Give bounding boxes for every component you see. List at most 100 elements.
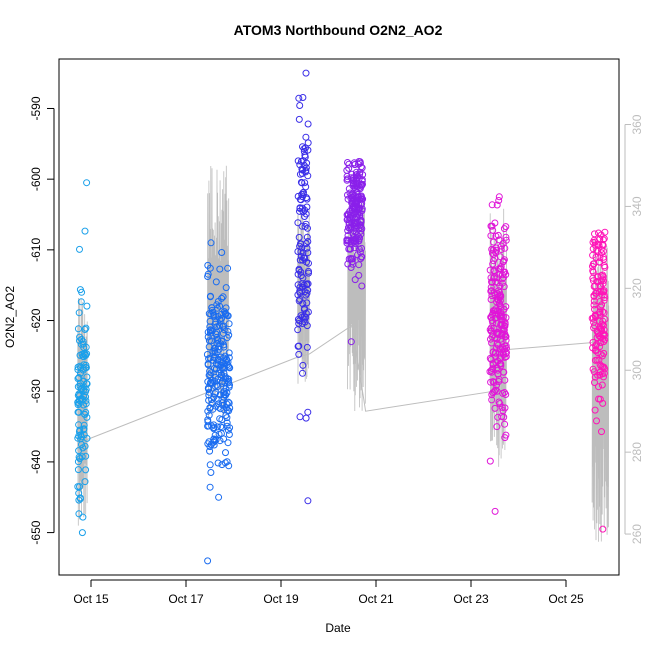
data-point [215, 430, 223, 438]
data-point [298, 222, 306, 230]
data-point [81, 227, 89, 235]
data-point [488, 278, 495, 286]
data-point [205, 355, 213, 363]
data-point [486, 266, 494, 274]
y2-tick-label: 360 [630, 114, 644, 134]
data-point [590, 236, 598, 244]
data-point [75, 496, 83, 504]
data-point [74, 398, 82, 406]
x-tick-label: Oct 17 [168, 592, 204, 606]
data-point [74, 325, 82, 333]
data-point [297, 268, 305, 276]
data-point [304, 497, 312, 505]
data-point [596, 254, 604, 262]
data-point [303, 343, 311, 351]
data-point [301, 206, 309, 214]
data-point [206, 329, 214, 337]
data-point [358, 282, 366, 290]
data-point [297, 272, 305, 280]
data-point [591, 406, 599, 414]
cluster [343, 158, 367, 346]
data-point [498, 331, 506, 339]
data-point [77, 340, 85, 348]
data-point [302, 210, 310, 218]
data-point [206, 293, 214, 301]
y-tick-label: -620 [29, 308, 43, 332]
data-point [491, 507, 499, 515]
secondary-series [77, 165, 610, 542]
data-point [204, 270, 212, 278]
data-point [217, 371, 225, 379]
data-point [598, 370, 606, 378]
data-point [500, 305, 508, 313]
data-point [492, 232, 500, 240]
data-point [492, 278, 500, 286]
data-point [215, 493, 223, 501]
data-point [497, 311, 505, 319]
data-point [600, 296, 608, 304]
data-point [598, 381, 606, 389]
data-point [591, 379, 598, 386]
data-point [82, 364, 90, 372]
data-point [83, 302, 91, 310]
data-point [494, 413, 502, 421]
data-point [494, 370, 502, 378]
data-point [493, 330, 501, 338]
data-point [500, 283, 508, 291]
data-point [208, 396, 216, 403]
data-point [354, 218, 361, 226]
data-point [210, 435, 218, 443]
cluster [486, 193, 510, 515]
y-axis: -590 -600 -610 -620 -630 -640 -650 [29, 96, 55, 545]
data-point [501, 319, 509, 326]
data-point [76, 337, 83, 345]
data-point [490, 274, 498, 282]
data-point [211, 344, 219, 352]
data-point [300, 313, 308, 321]
data-point [346, 225, 354, 233]
data-point [348, 255, 356, 263]
data-point [589, 245, 597, 253]
data-point [486, 354, 494, 362]
data-point [500, 225, 508, 233]
data-point [206, 483, 214, 491]
data-point [343, 166, 351, 174]
data-point [217, 340, 225, 348]
data-point [600, 262, 608, 270]
data-point [82, 386, 90, 393]
data-point [214, 356, 222, 364]
data-point [486, 326, 494, 334]
data-point [599, 317, 607, 325]
data-point [490, 324, 498, 332]
data-point [595, 383, 602, 391]
data-point [205, 411, 213, 419]
data-point [205, 310, 213, 318]
data-point [599, 352, 606, 360]
data-point [81, 410, 88, 418]
x-tick-label: Oct 15 [73, 592, 109, 606]
data-point [298, 244, 306, 252]
data-point [589, 267, 597, 275]
data-point [496, 264, 504, 272]
data-point [223, 389, 231, 397]
data-point [502, 353, 510, 361]
data-point [215, 400, 223, 408]
data-point [595, 356, 603, 364]
data-point [345, 164, 353, 172]
data-point [486, 457, 494, 465]
data-point [591, 305, 598, 313]
data-point [302, 194, 310, 202]
data-point [299, 361, 307, 369]
data-point [76, 426, 84, 434]
data-point [496, 291, 504, 299]
data-point [599, 236, 607, 244]
data-point [353, 231, 361, 239]
data-point [351, 276, 359, 284]
data-point [343, 239, 351, 247]
data-point [348, 170, 356, 178]
data-point [206, 326, 214, 334]
data-point [353, 171, 361, 178]
data-point [487, 287, 495, 295]
data-point [225, 320, 233, 328]
